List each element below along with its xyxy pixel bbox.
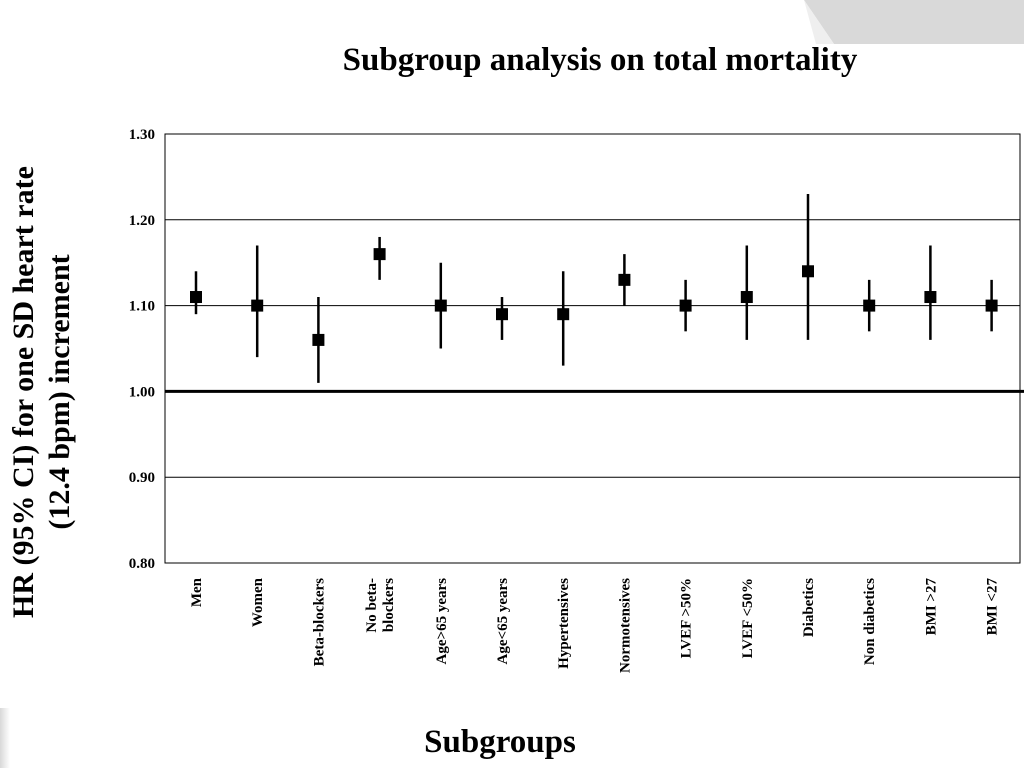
x-tick-label: Men	[189, 577, 205, 607]
x-tick-label: LVEF >50%	[679, 578, 695, 658]
x-tick-label: Age>65 years	[434, 578, 450, 665]
x-tick-label-line: Women	[250, 577, 266, 627]
x-tick-label-line: No beta-	[364, 578, 380, 633]
x-tick-label-line: Hypertensives	[556, 578, 572, 669]
x-tick-label: BMI <27	[985, 578, 1001, 636]
y-tick-label: 1.00	[129, 384, 155, 400]
x-tick-label-line: Non diabetics	[862, 578, 878, 665]
y-tick-label: 1.30	[129, 127, 155, 143]
x-tick-label: Non diabetics	[862, 578, 878, 665]
x-tick-label-line: LVEF >50%	[679, 578, 695, 658]
hr-marker	[557, 308, 570, 321]
x-tick-label: Diabetics	[801, 578, 817, 637]
hr-marker	[740, 291, 753, 304]
x-tick-label-line: LVEF <50%	[740, 578, 756, 658]
x-axis-label: Subgroups	[424, 724, 576, 760]
x-tick-label: Beta-blockers	[311, 578, 327, 666]
hr-marker	[312, 333, 325, 346]
x-tick-label-line: Beta-blockers	[311, 578, 327, 666]
x-tick-label-line: BMI <27	[985, 578, 1001, 636]
x-tick-label-line: Normotensives	[617, 578, 633, 673]
corner-decoration	[804, 0, 1024, 44]
x-tick-label-line: Men	[189, 577, 205, 607]
x-tick-label: Women	[250, 577, 266, 627]
x-tick-label-line: Age<65 years	[495, 578, 511, 665]
x-tick-label-line: Age>65 years	[434, 578, 450, 665]
hr-marker	[434, 299, 447, 312]
x-tick-label: Age<65 years	[495, 578, 511, 665]
hr-marker	[373, 248, 386, 261]
hr-marker	[863, 299, 876, 312]
x-tick-label: Hypertensives	[556, 578, 572, 669]
x-tick-label-line: blockers	[381, 578, 397, 632]
hr-marker	[496, 308, 508, 321]
x-tick-label-line: BMI >27	[923, 578, 939, 636]
x-tick-label-line: Diabetics	[801, 578, 817, 637]
y-tick-label: 0.90	[129, 470, 155, 486]
x-tick-label: LVEF <50%	[740, 578, 756, 658]
hr-marker	[679, 299, 692, 312]
hr-marker	[802, 265, 814, 278]
x-tick-label: BMI >27	[923, 578, 939, 636]
edge-decoration	[0, 708, 10, 768]
hr-marker	[251, 299, 264, 312]
hr-marker	[190, 291, 202, 304]
y-tick-label: 0.80	[129, 556, 155, 572]
x-tick-label: Normotensives	[617, 578, 633, 673]
plot-frame	[164, 133, 1021, 564]
hr-marker	[924, 291, 937, 304]
x-tick-label: No beta-blockers	[364, 578, 397, 633]
chart-title: Subgroup analysis on total mortality	[342, 42, 858, 78]
y-tick-label: 1.20	[129, 213, 155, 229]
hr-marker	[618, 273, 631, 286]
hr-marker	[985, 299, 998, 312]
y-tick-label: 1.10	[129, 299, 155, 315]
